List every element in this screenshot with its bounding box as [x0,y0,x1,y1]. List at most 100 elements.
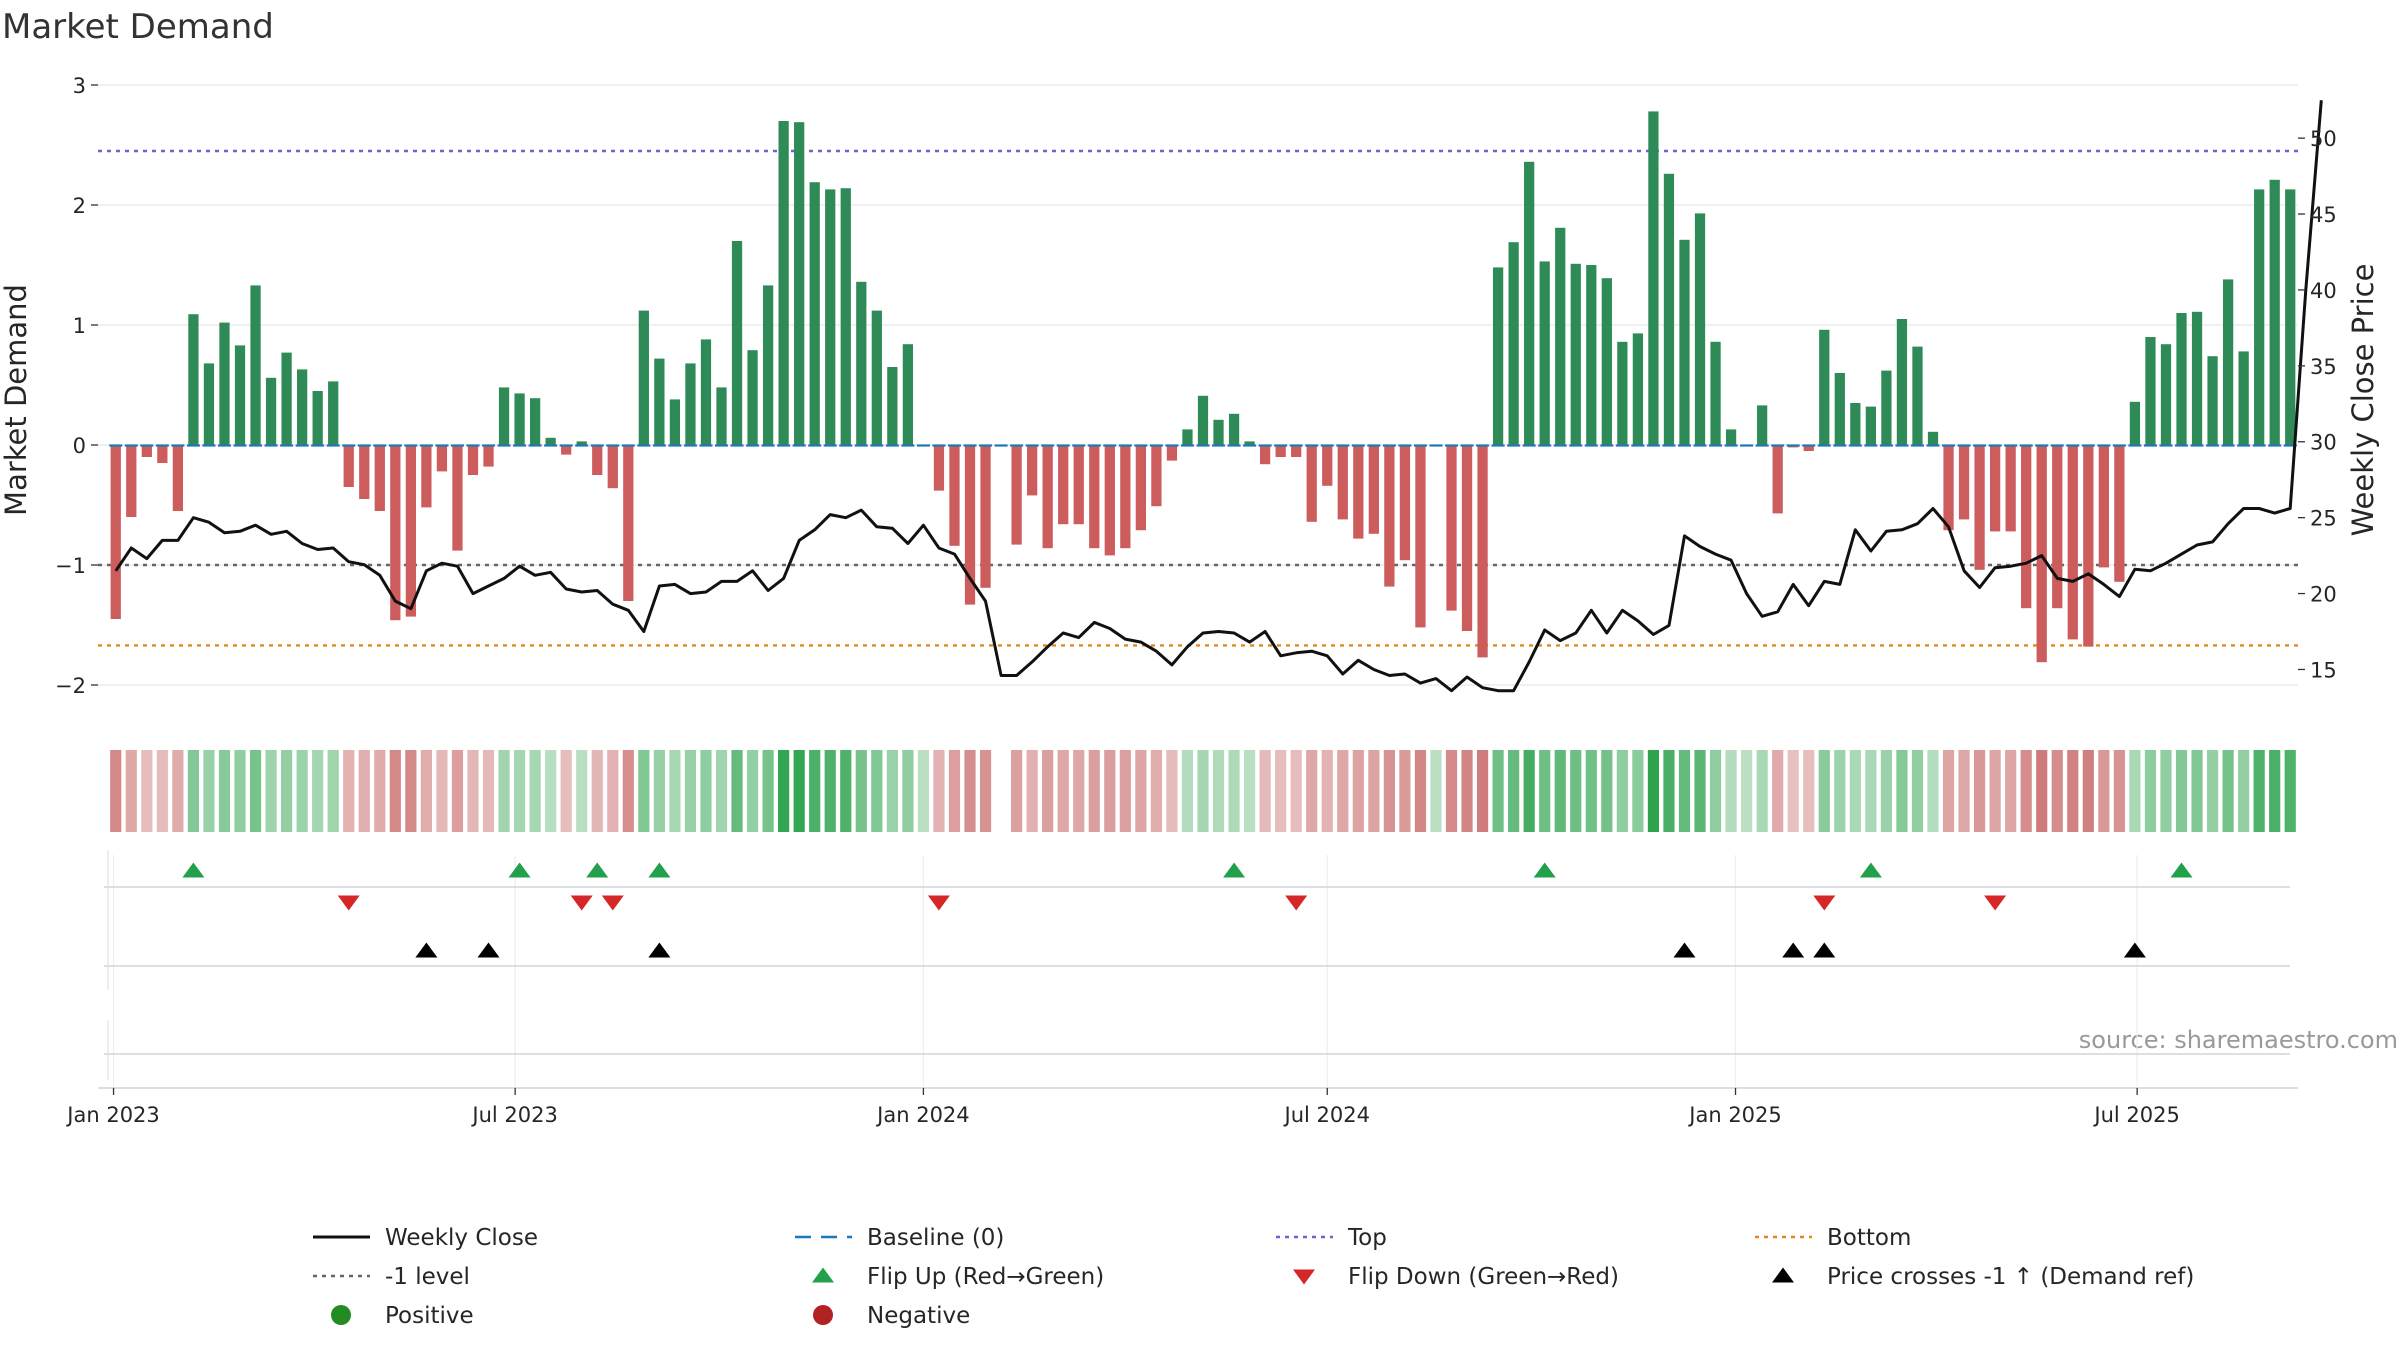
demand-bar [949,445,960,546]
demand-bar [359,445,370,499]
legend-label: Top [1347,1225,1387,1251]
demand-bar [436,445,448,472]
demand-bar [1120,445,1131,549]
demand-bar [498,387,510,445]
demand-bar [1042,445,1053,549]
demand-bar [1663,173,1675,446]
demand-bar [1539,261,1550,445]
heat-cell [2113,750,2125,832]
heat-cell [1306,750,1318,832]
heat-cell [389,750,401,832]
heat-cell [1275,750,1287,832]
y-tick-label-right: 30 [2310,431,2337,455]
demand-bar [1648,111,1659,446]
price-cross-marker [2123,942,2146,958]
heat-cell [979,750,992,832]
demand-bar [2036,445,2047,663]
y-tick-label-left: 2 [73,194,86,218]
heat-cell [1042,750,1054,832]
demand-bar [281,352,292,445]
heat-cell [1927,750,1939,832]
demand-bar [1322,445,1333,486]
demand-bar [265,377,277,445]
flip-up-marker [2170,862,2193,878]
demand-bar [250,285,261,445]
demand-bar [1725,429,1737,445]
demand-bar [1259,445,1271,465]
legend-swatch-negative [813,1305,833,1325]
heat-cell [1026,750,1038,832]
heat-cell [1694,750,1706,832]
legend-label: Flip Up (Red→Green) [867,1264,1104,1290]
heat-cell [1290,750,1302,832]
heat-cell [2051,750,2063,832]
demand-bar [669,399,681,445]
x-tick-label: Jan 2025 [1687,1103,1782,1127]
demand-bar [421,445,432,508]
demand-bar [1834,373,1845,445]
heat-cell [700,750,712,832]
heat-cell [1011,750,1023,832]
demand-bar [1213,419,1224,445]
demand-bar [825,189,836,445]
demand-bar [1446,445,1457,611]
demand-bar [452,445,463,551]
demand-bar [2269,179,2280,446]
demand-bar [1011,445,1022,545]
heat-cell [1787,750,1799,832]
demand-bar [467,445,479,475]
heat-cell [482,750,495,832]
demand-bar [328,381,339,445]
heat-cell [234,750,246,832]
demand-bar [1399,445,1411,561]
demand-bar [2254,189,2265,445]
price-cross-marker [1813,942,1836,958]
demand-bar [1275,445,1286,457]
demand-bar [1803,445,1814,451]
heat-cell [840,750,852,832]
heat-cell [1601,750,1613,832]
demand-bar [126,445,137,517]
heat-cell [2036,750,2048,832]
heat-cell [1539,750,1551,832]
price-cross-marker [648,942,671,958]
demand-bar [312,391,323,445]
heat-cell [265,750,277,832]
heat-cell [110,750,122,832]
demand-bar [1881,370,1892,445]
heat-cell [1989,750,2001,832]
demand-bar [902,344,914,445]
legend-swatch-price-cross [1772,1267,1794,1283]
heat-cell [622,750,634,832]
price-cross-marker [1673,942,1696,958]
heat-cell [296,750,308,832]
heat-cell [405,750,417,832]
heat-cell [1616,750,1628,832]
demand-bar [529,398,541,445]
heat-cell [420,750,432,832]
demand-heatmap-strip [110,750,2296,832]
heat-cell [1834,750,1846,832]
heat-cell [1321,750,1333,832]
heat-cell [560,750,572,832]
demand-bar [980,445,991,588]
gridlines [98,84,2298,1088]
price-cross-marker [477,942,500,958]
x-tick-label: Jan 2023 [65,1103,160,1127]
heat-cell [1259,750,1271,832]
demand-bar [1850,403,1861,445]
flip-up-marker [1223,862,1246,878]
demand-bar [1524,161,1535,446]
heat-cell [1803,750,1815,832]
demand-bar [1508,242,1519,445]
price-cross-marker [415,942,438,958]
heat-cell [2005,750,2017,832]
heat-cell [948,750,961,832]
heat-cell [1135,750,1147,832]
demand-bar [2191,311,2203,445]
demand-bar [1974,445,1985,570]
legend-swatch-flip-down [1293,1269,1315,1285]
demand-bar [1586,265,1597,445]
heat-cell [715,750,728,832]
y-tick-label-left: 1 [73,314,86,338]
